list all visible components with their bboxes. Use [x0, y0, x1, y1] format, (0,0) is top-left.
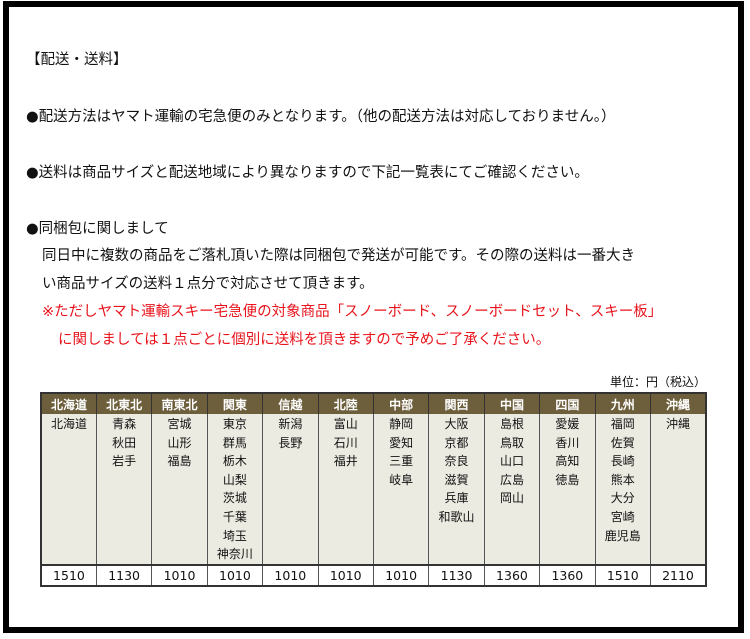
- section-title: 【配送・送料】: [26, 52, 128, 68]
- ski-note-1: ※ただしヤマト運輸スキー宅急便の対象商品「スノーボード、スノーボードセット、スキ…: [42, 304, 663, 320]
- prefecture-name: 岡山: [499, 491, 524, 506]
- prefecture-name: 三重: [389, 454, 414, 469]
- region-header: 南東北: [151, 392, 208, 414]
- prefecture-name: 新潟: [278, 417, 303, 431]
- price-cell: 2110: [649, 564, 707, 587]
- region-header: 四国: [539, 392, 596, 414]
- prefecture-name: 宮城: [167, 417, 192, 431]
- prefecture-name: 東京: [222, 417, 247, 431]
- price-cell: 1010: [206, 564, 263, 587]
- prefecture-name: 神奈川: [216, 547, 253, 562]
- shipping-fee-text: ●送料は商品サイズと配送地域により異なりますので下記一覧表にてご確認ください。: [26, 165, 589, 181]
- prefecture-name: 愛知: [389, 435, 414, 450]
- prefecture-name: 鳥取: [499, 435, 524, 450]
- prefecture-name: 富山: [333, 417, 358, 431]
- shipping-method-text: ●配送方法はヤマト運輸の宅急便のみとなります。（他の配送方法は対応しておりません…: [26, 109, 616, 125]
- prefecture-name: 和歌山: [438, 509, 475, 524]
- prefecture-name: 群馬: [222, 435, 247, 450]
- region-header: 中国: [483, 392, 540, 414]
- unit-label: 単位：円（税込）: [610, 375, 707, 389]
- price-cell: 1010: [262, 564, 319, 587]
- prefecture-name: 埼玉: [222, 528, 247, 543]
- prefecture-name: 茨城: [222, 491, 247, 506]
- prefecture-name: 徳島: [555, 472, 580, 487]
- prefecture-name: 福井: [333, 454, 358, 469]
- price-cell: 1510: [594, 564, 651, 587]
- prefecture-name: 広島: [499, 472, 524, 487]
- prefecture-name: 静岡: [389, 417, 414, 431]
- region-header: 北東北: [95, 392, 152, 414]
- ski-note-2: に関しましては１点ごとに個別に送料を頂きますので予めご了承ください。: [58, 332, 551, 348]
- prefecture-name: 石川: [333, 435, 358, 450]
- region-header: 関西: [428, 392, 485, 414]
- prefecture-name: 青森: [112, 417, 137, 431]
- prefecture-name: 兵庫: [444, 491, 469, 506]
- prefecture-name: 奈良: [444, 454, 469, 469]
- prefecture-name: 岩手: [112, 454, 137, 469]
- page-frame: [3, 1, 744, 633]
- price-cell: 1510: [39, 564, 97, 587]
- shipping-fee-table: 北海道 北東北 南東北 関東 信越 北陸 中部 関西 中国 四国 九州 沖縄 北海道 青森 秋田 岩手 宮城山…: [39, 392, 707, 587]
- prefecture-name: 沖縄: [665, 417, 690, 431]
- prefecture-name: 滋賀: [444, 472, 469, 487]
- prefecture-cell: 東京群馬栃木山梨茨城千葉埼玉神奈川: [206, 414, 263, 565]
- prefecture-name: 香川: [555, 435, 580, 450]
- region-header: 北海道: [39, 392, 97, 414]
- region-header: 信越: [262, 392, 319, 414]
- region-header: 沖縄: [649, 392, 707, 414]
- prefecture-cell: 北海道: [39, 414, 97, 565]
- prefecture-cell: 島根鳥取山口広島岡山: [483, 414, 540, 565]
- prefecture-name: 岐阜: [389, 472, 414, 487]
- prefecture-name: 山形: [167, 435, 192, 450]
- region-header: 九州: [594, 392, 651, 414]
- bundle-text-2: い商品サイズの送料１点分で対応させて頂きます。: [42, 276, 374, 292]
- prefecture-name: 島根: [499, 417, 524, 431]
- prefecture-name: 大分: [610, 491, 635, 506]
- price-cell: 1010: [372, 564, 429, 587]
- prefecture-name: 長崎: [610, 454, 635, 469]
- prefecture-cell: 愛媛 香川 高知 徳島: [539, 414, 596, 565]
- price-cell: 1130: [428, 564, 485, 587]
- prefecture-name: 栃木: [222, 454, 247, 469]
- prefecture-cell: 静岡 愛知 三重 岐阜: [372, 414, 429, 565]
- prefecture-name: 高知: [555, 454, 580, 469]
- prefecture-name: 秋田: [112, 435, 137, 450]
- bundle-heading: ●同梱包に関しまして: [26, 221, 169, 237]
- prefecture-cell: 福岡佐賀長崎熊本大分宮崎鹿児島: [594, 414, 651, 565]
- prefecture-name: 福岡: [610, 417, 635, 431]
- region-header: 北陸: [317, 392, 374, 414]
- price-cell: 1010: [151, 564, 208, 587]
- prefecture-cell: 新潟 長野: [262, 414, 319, 565]
- prefecture-name: 京都: [444, 435, 469, 450]
- prefecture-name: 鹿児島: [604, 528, 641, 543]
- bundle-text-1: 同日中に複数の商品をご落札頂いた際は同梱包で発送が可能です。その際の送料は一番大…: [42, 248, 636, 264]
- prefecture-cell: 沖縄: [649, 414, 707, 565]
- prefecture-cell: 大阪京都奈良滋賀兵庫和歌山: [428, 414, 485, 565]
- price-cell: 1360: [483, 564, 540, 587]
- prefecture-name: 千葉: [222, 509, 247, 524]
- prefecture-cell: 青森 秋田 岩手: [95, 414, 152, 565]
- prefecture-name: 宮崎: [610, 509, 635, 524]
- region-header: 関東: [206, 392, 263, 414]
- prefecture-name: 山口: [499, 454, 524, 469]
- prefecture-name: 佐賀: [610, 435, 635, 450]
- prefecture-name: 大阪: [444, 417, 469, 431]
- prefecture-name: 愛媛: [555, 417, 580, 431]
- prefecture-name: 福島: [167, 454, 192, 469]
- prefecture-name: 北海道: [50, 417, 87, 431]
- prefecture-name: 山梨: [222, 472, 247, 487]
- prefecture-name: 長野: [278, 435, 303, 450]
- price-cell: 1010: [317, 564, 374, 587]
- prefecture-cell: 宮城 山形 福島: [151, 414, 208, 565]
- prefecture-cell: 富山 石川 福井: [317, 414, 374, 565]
- price-cell: 1360: [539, 564, 596, 587]
- prefecture-name: 熊本: [610, 472, 635, 487]
- region-header: 中部: [372, 392, 429, 414]
- price-cell: 1130: [95, 564, 152, 587]
